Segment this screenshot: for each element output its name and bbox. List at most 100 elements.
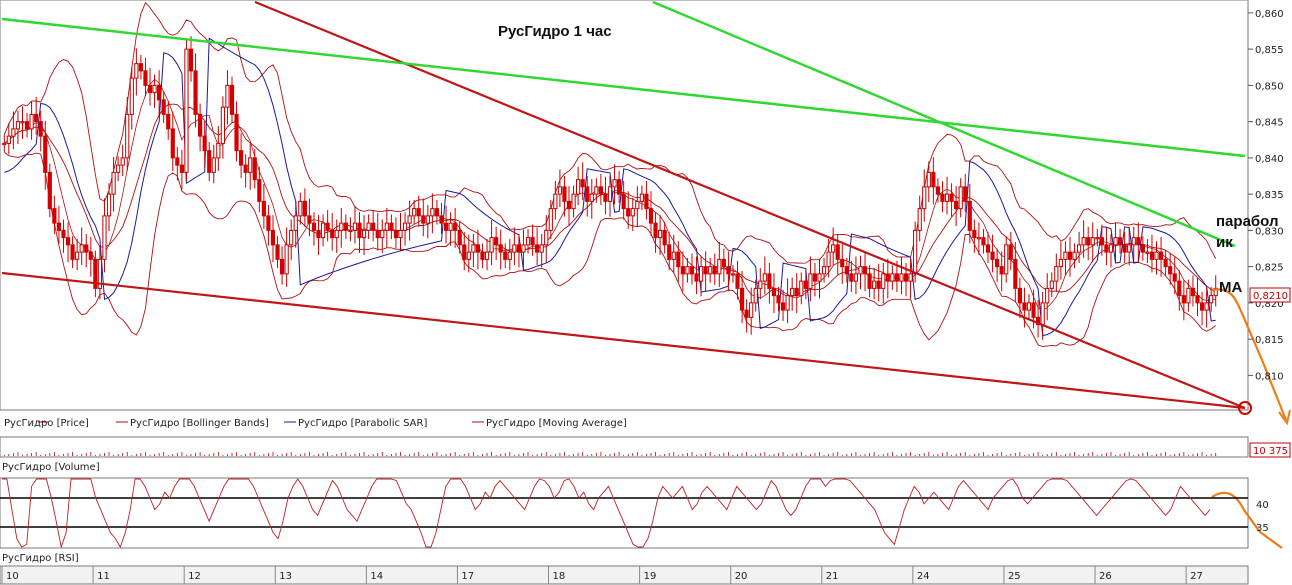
candle	[1099, 237, 1104, 246]
candle	[38, 121, 43, 137]
candle	[1013, 258, 1018, 289]
x-tick-label: 19	[644, 571, 657, 582]
candle	[867, 273, 872, 289]
candle	[512, 244, 517, 253]
candle	[749, 302, 754, 318]
candle	[858, 266, 863, 275]
rsi-tick-40: 40	[1256, 500, 1269, 511]
candle	[1108, 244, 1114, 253]
rsi-line-layer	[2, 478, 1211, 549]
candle	[949, 193, 954, 202]
candle	[958, 186, 963, 210]
candle	[580, 179, 585, 188]
candle	[457, 229, 462, 246]
candle	[425, 215, 430, 224]
candle	[1168, 266, 1173, 275]
candle	[667, 244, 672, 260]
candle	[648, 208, 654, 224]
candle	[439, 215, 444, 224]
candle	[34, 113, 39, 123]
candle	[931, 171, 936, 188]
candle	[202, 135, 207, 152]
candle	[717, 258, 722, 275]
candle	[790, 287, 795, 297]
x-tick-label: 10	[6, 571, 19, 582]
candle	[152, 84, 157, 94]
candle	[917, 208, 922, 231]
candle	[1122, 244, 1127, 253]
candle	[767, 273, 772, 289]
candle	[421, 215, 426, 224]
candle	[257, 179, 262, 202]
candle	[794, 287, 799, 297]
x-tick-label: 20	[735, 571, 748, 582]
candle	[876, 280, 881, 289]
candle	[1209, 295, 1214, 304]
candle	[1154, 251, 1159, 260]
candle	[735, 273, 740, 289]
candle	[293, 215, 298, 231]
candle	[544, 229, 549, 246]
candle	[179, 164, 184, 173]
candle	[6, 135, 11, 144]
candle	[143, 70, 148, 86]
candle	[1195, 295, 1200, 304]
candle	[1004, 244, 1009, 275]
candle	[24, 121, 30, 130]
trendline-green-steep	[652, 0, 1236, 248]
candle	[188, 48, 194, 72]
x-tick-label: 27	[1190, 571, 1203, 582]
candle	[685, 266, 690, 275]
candle	[1086, 237, 1091, 246]
candle	[890, 273, 895, 282]
candle	[762, 273, 767, 282]
candle	[216, 142, 221, 159]
price-tick-label: 0,820	[1255, 299, 1284, 310]
candle	[835, 244, 840, 260]
candle	[1076, 244, 1082, 253]
candle	[339, 222, 344, 231]
candle	[812, 273, 818, 282]
volume-label: 10 375	[1253, 446, 1288, 457]
candle	[1204, 302, 1209, 311]
legend-price: РусГидро [Price]	[4, 418, 89, 429]
candle	[967, 200, 972, 231]
candle	[47, 171, 52, 210]
candle	[325, 222, 330, 231]
candle	[184, 48, 189, 173]
candle	[234, 113, 239, 152]
candle	[940, 193, 945, 202]
candle	[106, 193, 112, 217]
candle	[407, 215, 412, 224]
candle	[698, 266, 704, 282]
legend-ma: РусГидро [Moving Average]	[486, 418, 627, 429]
rsi-panel	[0, 477, 1249, 549]
candle	[348, 229, 353, 233]
candle	[571, 193, 576, 210]
forecast-layer	[1211, 288, 1291, 549]
candle	[849, 273, 854, 282]
candle	[562, 186, 567, 202]
candle	[963, 186, 968, 202]
candle	[1186, 287, 1191, 304]
candle	[489, 237, 494, 253]
candle	[384, 222, 389, 231]
candle	[653, 222, 658, 239]
candle	[1104, 244, 1109, 253]
candle	[52, 208, 57, 224]
candle	[607, 186, 613, 202]
candle	[903, 273, 909, 282]
candle	[1067, 251, 1073, 260]
candle	[872, 280, 877, 289]
candle	[576, 179, 581, 195]
annotation-parabolic-line1: парабол	[1216, 213, 1279, 230]
legend-volume: РусГидро [Volume]	[2, 462, 100, 473]
candle	[1131, 237, 1136, 246]
candle	[434, 208, 440, 217]
candle	[2, 142, 7, 146]
candle	[1145, 251, 1150, 254]
candle	[803, 280, 808, 289]
candle	[999, 266, 1004, 275]
candle	[207, 150, 212, 173]
candle	[1127, 244, 1132, 253]
